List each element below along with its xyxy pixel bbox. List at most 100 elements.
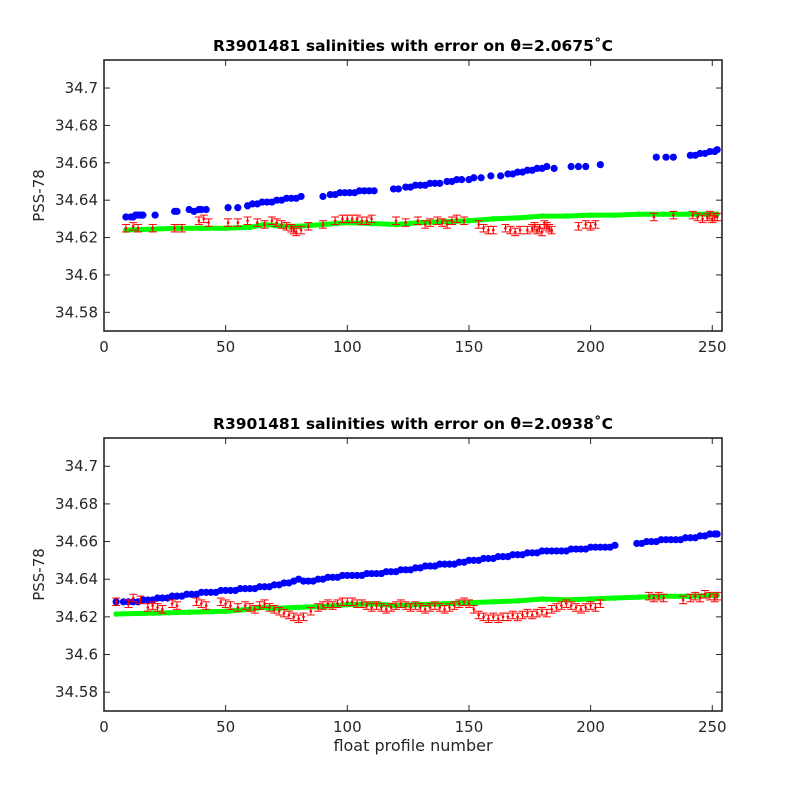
y-tick-label: 34.66 — [55, 533, 98, 551]
errorbar-point — [246, 219, 249, 223]
errorbar-point — [491, 615, 495, 619]
errorbar-point — [336, 602, 339, 605]
errorbar-87 — [586, 601, 595, 610]
errorbar-99 — [705, 591, 714, 601]
errorbar-80 — [552, 603, 561, 612]
errorbar-66 — [669, 210, 678, 220]
errorbar-5 — [177, 223, 186, 233]
errorbar-59 — [450, 601, 459, 610]
errorbar-point — [236, 606, 240, 609]
errorbar-60 — [547, 225, 556, 235]
y-tick-label: 34.58 — [55, 303, 98, 321]
errorbar-13 — [216, 597, 225, 607]
errorbar-point — [156, 606, 159, 609]
x-tick-label: 150 — [455, 338, 484, 356]
errorbar-17 — [241, 601, 250, 610]
line-point-green-19 — [587, 596, 594, 602]
errorbar-39 — [443, 220, 452, 229]
errorbar-point — [564, 602, 568, 605]
errorbar-point — [436, 219, 439, 223]
plot-area — [112, 530, 722, 624]
errorbar-23 — [270, 605, 279, 614]
errorbar-53 — [421, 605, 430, 614]
errorbar-point — [448, 606, 451, 609]
line-point-green-26 — [660, 211, 667, 217]
x-tick-label: 0 — [99, 718, 109, 736]
errorbar-100 — [710, 593, 719, 603]
errorbar-24 — [331, 216, 340, 225]
axes-box — [103, 59, 723, 332]
errorbar-61 — [574, 222, 583, 231]
errorbar-point — [268, 606, 271, 609]
errorbar-point — [292, 615, 296, 619]
errorbar-point — [662, 596, 665, 600]
line-point-green-17 — [466, 217, 472, 224]
errorbar-33 — [323, 599, 332, 608]
errorbar-point — [365, 219, 369, 223]
errorbar-point — [543, 223, 546, 226]
errorbar-57 — [540, 220, 549, 229]
errorbar-point — [292, 228, 296, 232]
errorbar-46 — [489, 225, 498, 235]
errorbar-point — [423, 608, 427, 611]
errorbar-97 — [696, 593, 705, 603]
x-tick-label: 250 — [698, 338, 727, 356]
errorbar-point — [569, 604, 573, 607]
errorbar-point — [248, 606, 252, 609]
errorbar-12 — [202, 601, 211, 610]
errorbar-19 — [250, 605, 259, 614]
errorbar-point — [394, 604, 398, 607]
errorbar-point — [380, 606, 383, 609]
axes-box — [103, 437, 723, 712]
data-point-15 — [224, 204, 232, 212]
errorbar-49 — [511, 227, 520, 237]
errorbar-38 — [348, 597, 357, 607]
data-point-69 — [567, 162, 575, 171]
chart-title: R3901481 salinities with error on θ=2.06… — [213, 36, 613, 55]
errorbar-point — [560, 604, 563, 607]
errorbar-15 — [226, 601, 235, 610]
chart-title: R3901481 salinities with error on θ=2.09… — [213, 414, 613, 433]
errorbar-point — [321, 223, 325, 226]
errorbar-34 — [328, 601, 337, 610]
line-point-green-21 — [636, 594, 643, 600]
errorbar-55 — [430, 601, 439, 610]
x-tick-label: 0 — [99, 338, 109, 356]
errorbar-point — [540, 609, 544, 613]
errorbar-point — [652, 215, 656, 219]
errorbar-point — [535, 611, 539, 615]
errorbar-point — [151, 226, 154, 230]
errorbar-68 — [693, 212, 702, 222]
line-point-green-7 — [295, 604, 302, 611]
errorbar-64 — [591, 220, 600, 229]
errorbar-43 — [474, 220, 483, 229]
errorbar-35 — [333, 599, 342, 608]
errorbar-point — [282, 611, 286, 615]
y-tick-label: 34.68 — [55, 116, 98, 134]
data-point-73 — [652, 153, 660, 161]
errorbar-point — [472, 608, 476, 611]
errorbar-68 — [494, 614, 503, 624]
y-axis-label: PSS-78 — [30, 548, 48, 601]
errorbar-point — [477, 613, 480, 617]
errorbar-point — [496, 617, 500, 621]
errorbar-point — [589, 604, 592, 607]
errorbar-6 — [194, 216, 203, 225]
errorbar-34 — [413, 216, 422, 225]
errorbar-40 — [447, 216, 456, 225]
x-tick-label: 250 — [698, 718, 727, 736]
errorbar-point — [263, 223, 266, 226]
errorbar-point — [416, 219, 420, 223]
errorbar-70 — [503, 612, 512, 622]
plot-area — [121, 146, 722, 237]
y-tick-label: 34.7 — [65, 79, 98, 97]
errorbar-101 — [713, 591, 722, 601]
errorbar-point — [703, 592, 707, 596]
errorbar-point — [530, 226, 534, 230]
errorbar-point — [161, 608, 164, 611]
errorbar-point — [689, 596, 692, 600]
line-point-green-15 — [490, 599, 497, 605]
line-point-green-16 — [514, 598, 521, 604]
errorbar-point — [501, 615, 505, 619]
errorbar-point — [375, 604, 378, 607]
